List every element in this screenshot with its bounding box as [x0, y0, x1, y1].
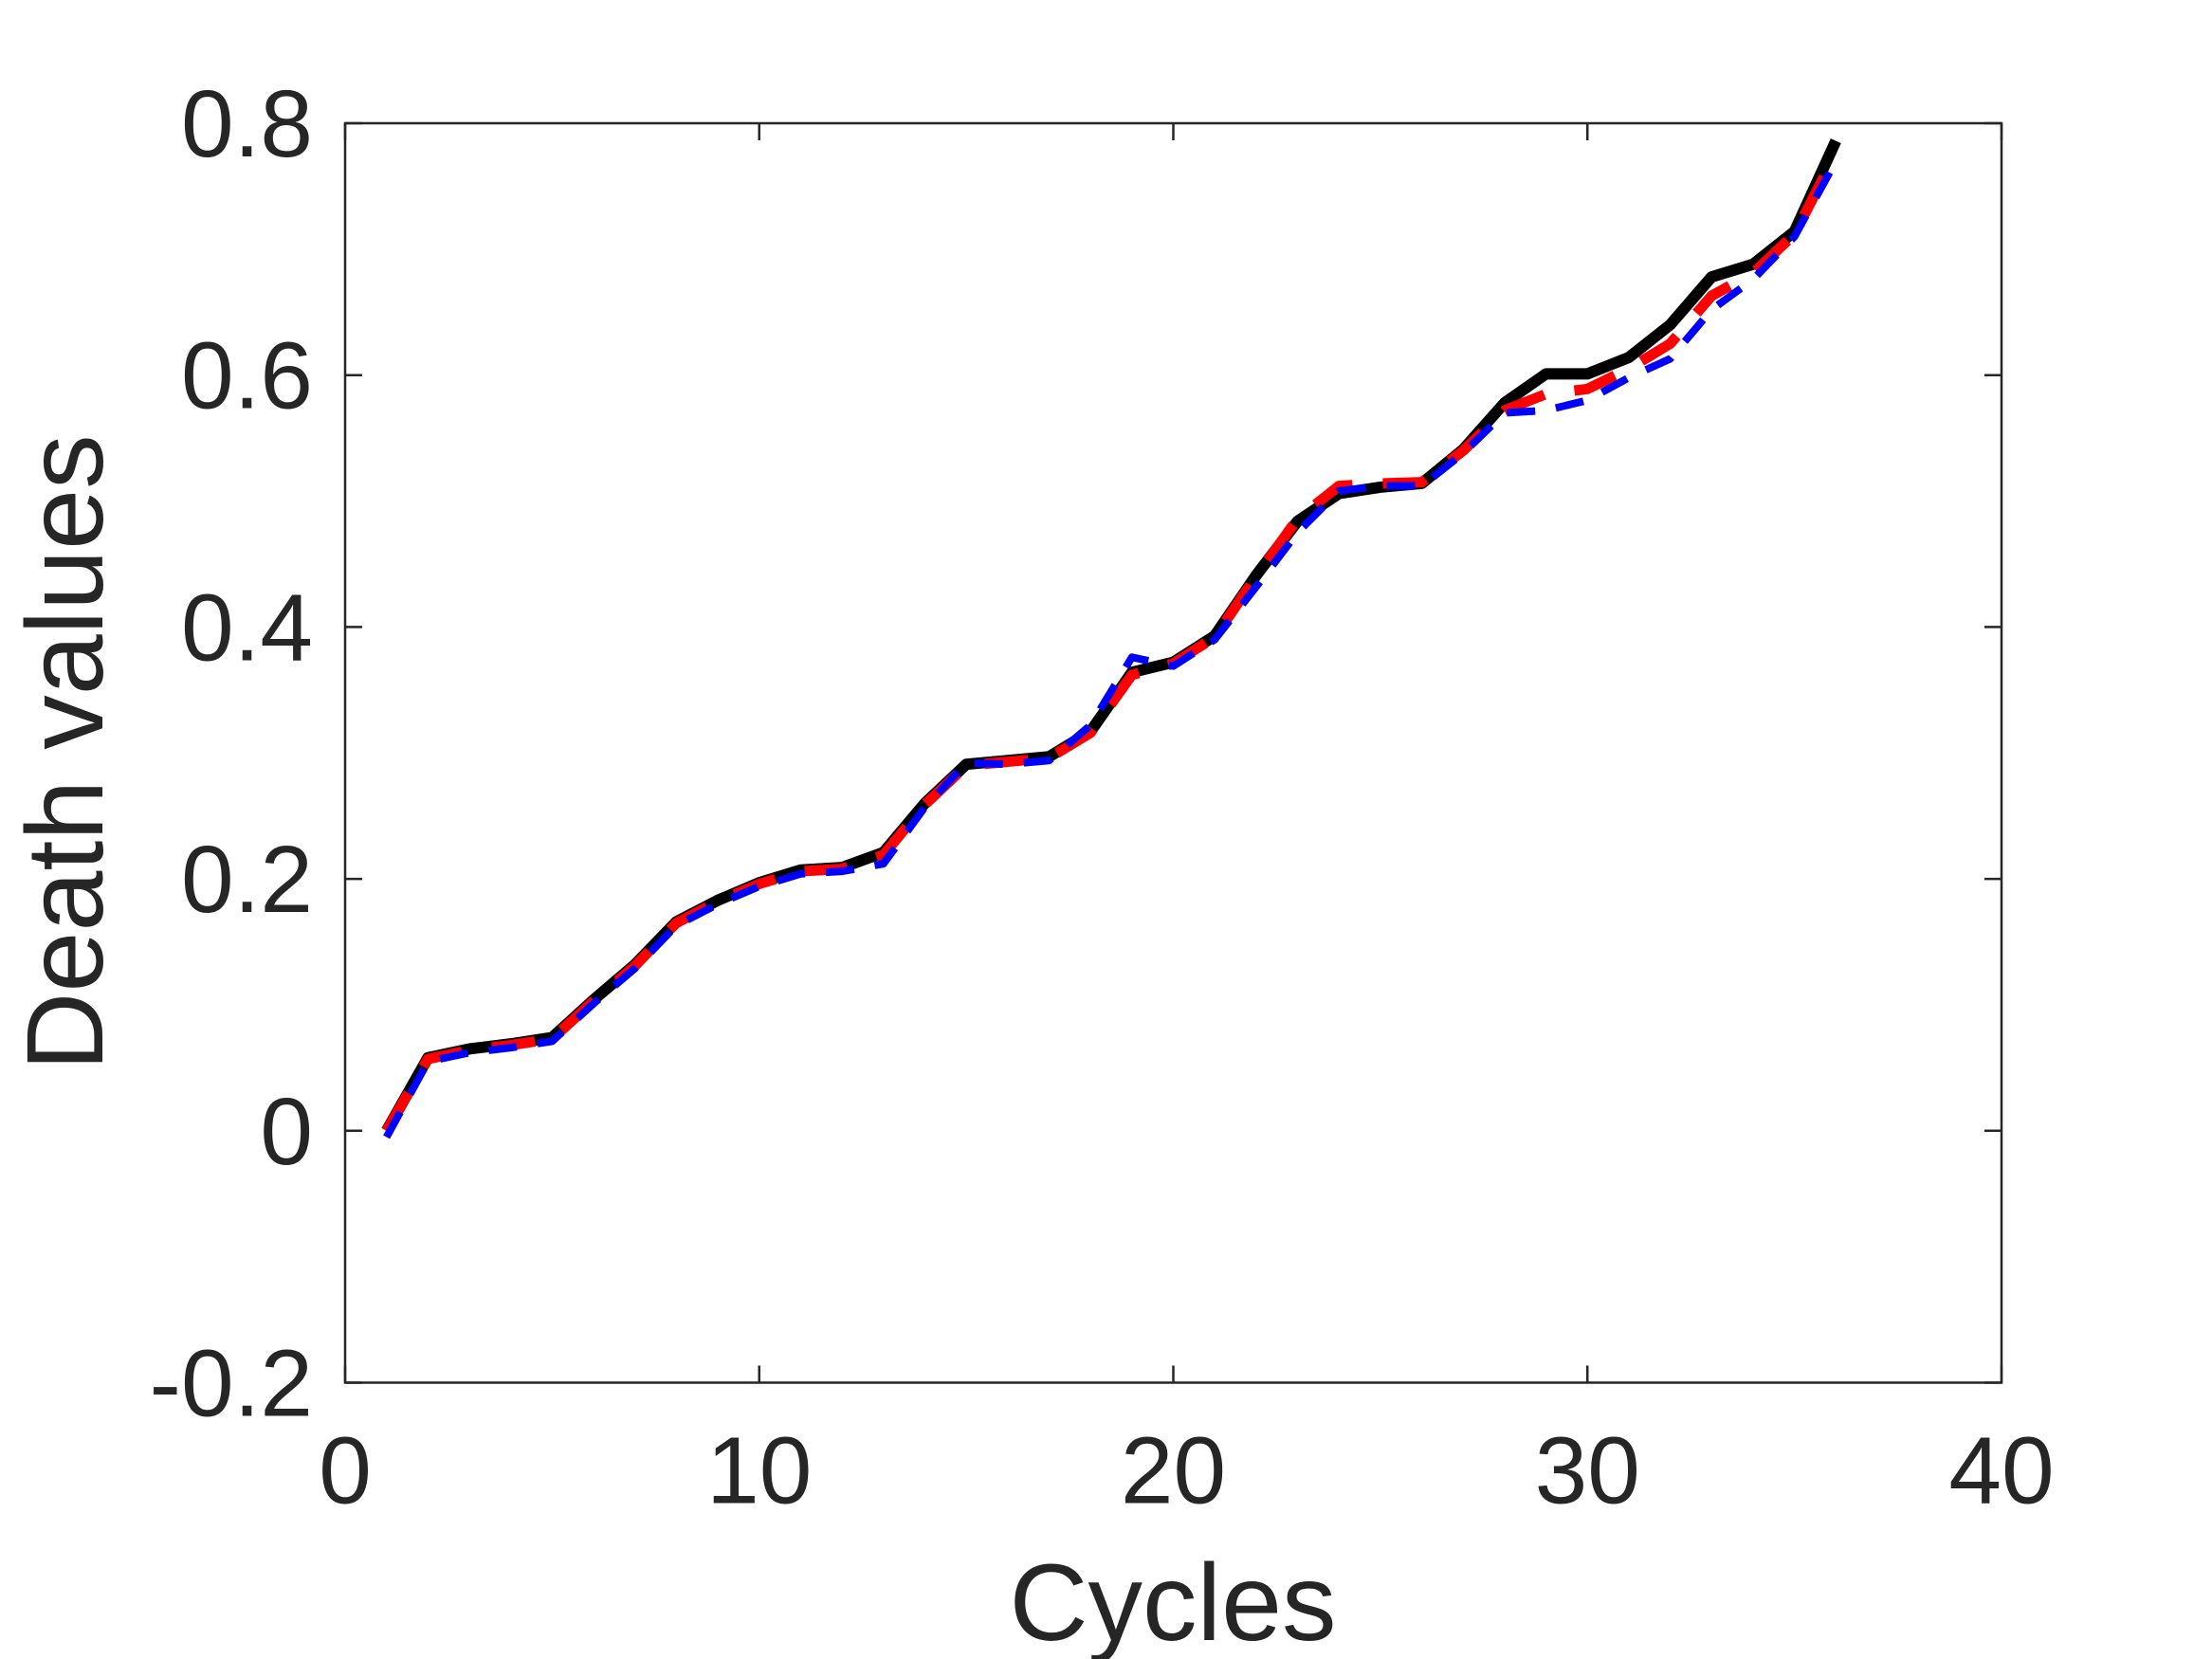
axis-tick-labels: 0 10 20 30 40-0.200.20.40.60.8	[150, 71, 2055, 1524]
x-tick-label: 20	[1121, 1418, 1226, 1524]
x-tick-label: 40	[1948, 1418, 2054, 1524]
y-tick-label: 0.4	[181, 574, 313, 681]
y-tick-label: 0.8	[181, 71, 313, 177]
plot-area-frame	[343, 121, 2003, 1384]
y-axis-title: Death values	[5, 434, 126, 1070]
y-tick-label: -0.2	[150, 1331, 313, 1437]
data-series	[381, 138, 1841, 1139]
x-tick-label: 0	[319, 1418, 372, 1524]
black-solid-line	[381, 138, 1841, 1134]
x-axis-title: Cycles	[1009, 1542, 1336, 1659]
y-tick-label: 0.2	[181, 827, 313, 933]
axis-ticks	[343, 121, 2003, 1384]
x-tick-label: 10	[706, 1418, 812, 1524]
blue-dashed-line	[383, 158, 1839, 1139]
y-tick-label: 0	[260, 1079, 313, 1185]
x-tick-label: 30	[1535, 1418, 1640, 1524]
y-tick-label: 0.6	[181, 323, 313, 429]
